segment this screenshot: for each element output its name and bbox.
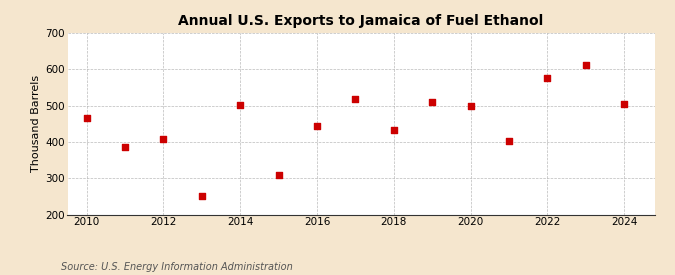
Point bbox=[504, 139, 514, 143]
Title: Annual U.S. Exports to Jamaica of Fuel Ethanol: Annual U.S. Exports to Jamaica of Fuel E… bbox=[178, 14, 544, 28]
Point bbox=[312, 124, 323, 128]
Point bbox=[158, 137, 169, 142]
Point bbox=[542, 75, 553, 80]
Point bbox=[273, 172, 284, 177]
Point bbox=[81, 116, 92, 120]
Text: Source: U.S. Energy Information Administration: Source: U.S. Energy Information Administ… bbox=[61, 262, 292, 272]
Point bbox=[388, 128, 399, 133]
Point bbox=[580, 63, 591, 67]
Point bbox=[427, 100, 437, 104]
Y-axis label: Thousand Barrels: Thousand Barrels bbox=[31, 75, 41, 172]
Point bbox=[119, 145, 130, 150]
Point bbox=[235, 102, 246, 107]
Point bbox=[619, 101, 630, 106]
Point bbox=[350, 97, 360, 102]
Point bbox=[196, 194, 207, 199]
Point bbox=[465, 103, 476, 108]
